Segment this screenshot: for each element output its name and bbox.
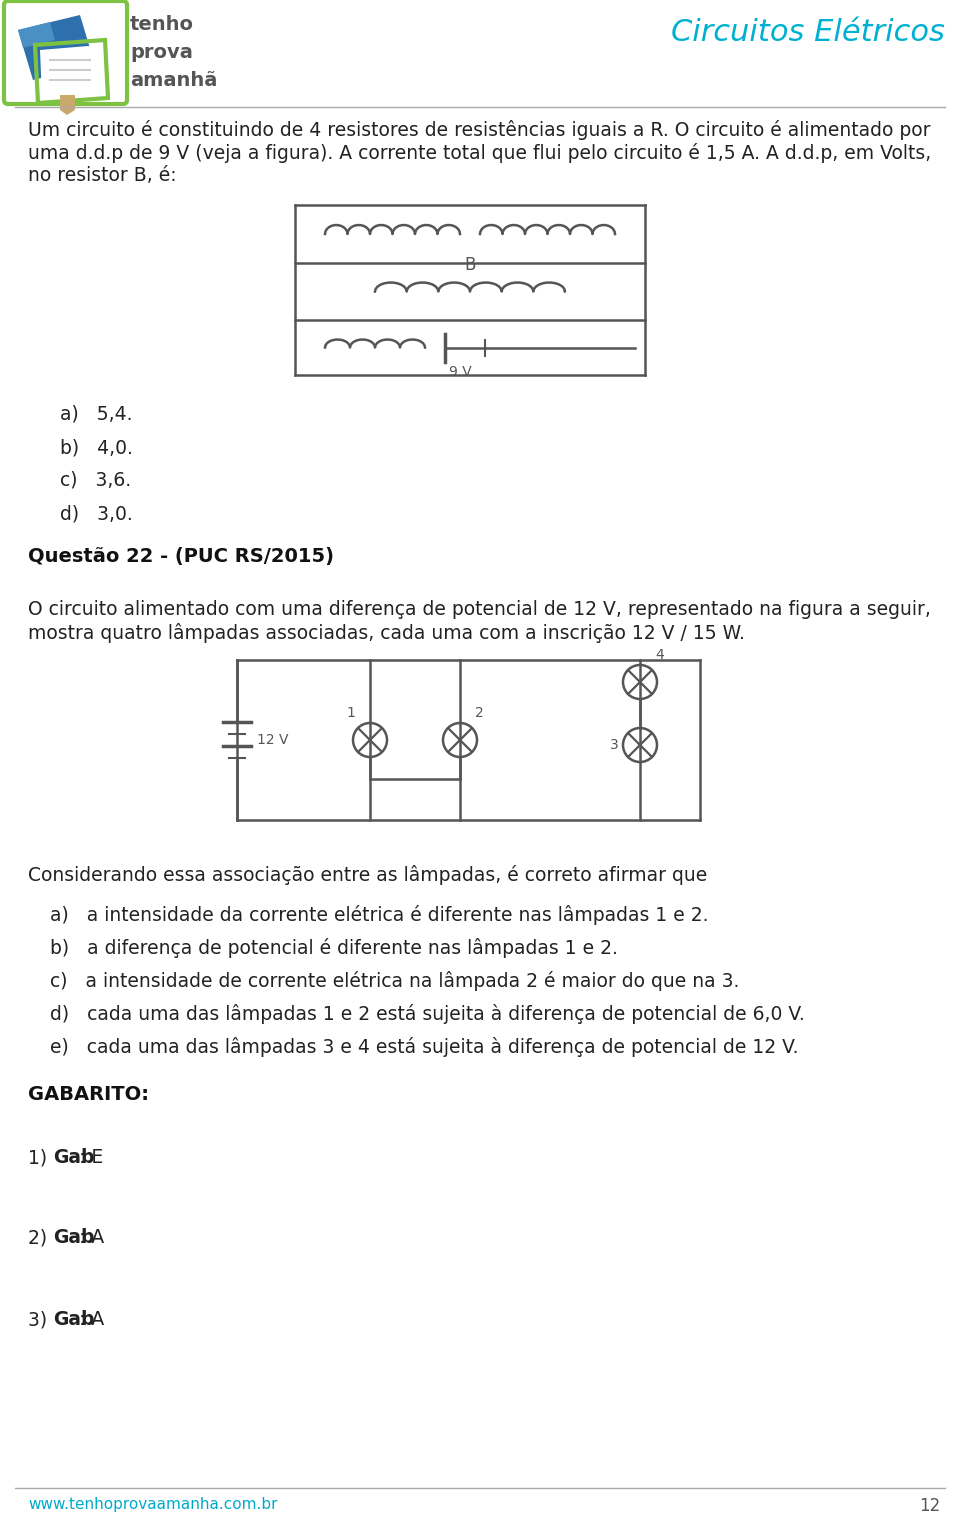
Polygon shape: [18, 23, 55, 49]
Text: O circuito alimentado com uma diferença de potencial de 12 V, representado na fi: O circuito alimentado com uma diferença …: [28, 600, 931, 619]
Text: amanhã: amanhã: [130, 71, 217, 89]
Text: e)   cada uma das lâmpadas 3 e 4 está sujeita à diferença de potencial de 12 V.: e) cada uma das lâmpadas 3 e 4 está suje…: [50, 1037, 799, 1057]
Text: 3: 3: [611, 738, 619, 752]
Text: : A: : A: [79, 1228, 105, 1248]
Text: 9 V: 9 V: [448, 365, 471, 379]
Text: 2: 2: [475, 706, 484, 720]
Text: b)   4,0.: b) 4,0.: [60, 438, 132, 456]
Text: Um circuito é constituindo de 4 resistores de resistências iguais a R. O circuit: Um circuito é constituindo de 4 resistor…: [28, 120, 930, 139]
Text: no resistor B, é:: no resistor B, é:: [28, 165, 177, 185]
Text: www.tenhoprovaamanha.com.br: www.tenhoprovaamanha.com.br: [28, 1496, 277, 1511]
Text: 1): 1): [28, 1148, 53, 1167]
Text: B: B: [465, 256, 476, 273]
Text: : E: : E: [79, 1148, 104, 1167]
Text: c)   a intensidade de corrente elétrica na lâmpada 2 é maior do que na 3.: c) a intensidade de corrente elétrica na…: [50, 972, 739, 991]
Text: uma d.d.p de 9 V (veja a figura). A corrente total que flui pelo circuito é 1,5 : uma d.d.p de 9 V (veja a figura). A corr…: [28, 143, 931, 164]
Text: : A: : A: [79, 1310, 105, 1330]
Text: 2): 2): [28, 1228, 53, 1248]
Text: prova: prova: [130, 42, 193, 62]
Text: 1: 1: [347, 706, 355, 720]
Text: a)   5,4.: a) 5,4.: [60, 405, 132, 424]
Text: 3): 3): [28, 1310, 53, 1330]
Text: tenho: tenho: [130, 15, 194, 33]
Text: a)   a intensidade da corrente elétrica é diferente nas lâmpadas 1 e 2.: a) a intensidade da corrente elétrica é …: [50, 905, 708, 925]
Text: Gab: Gab: [54, 1310, 95, 1330]
Text: 12: 12: [919, 1496, 940, 1514]
FancyBboxPatch shape: [4, 2, 127, 105]
Polygon shape: [60, 96, 75, 115]
Text: d)   cada uma das lâmpadas 1 e 2 está sujeita à diferença de potencial de 6,0 V.: d) cada uma das lâmpadas 1 e 2 está suje…: [50, 1004, 804, 1023]
Polygon shape: [18, 15, 95, 80]
Text: Considerando essa associação entre as lâmpadas, é correto afirmar que: Considerando essa associação entre as lâ…: [28, 866, 708, 885]
Text: b)   a diferença de potencial é diferente nas lâmpadas 1 e 2.: b) a diferença de potencial é diferente …: [50, 938, 618, 958]
Text: c)   3,6.: c) 3,6.: [60, 471, 132, 490]
Text: Questão 22 - (PUC RS/2015): Questão 22 - (PUC RS/2015): [28, 547, 334, 565]
Text: Gab: Gab: [54, 1228, 95, 1248]
Polygon shape: [40, 45, 102, 99]
Text: 12 V: 12 V: [257, 734, 289, 747]
Text: d)   3,0.: d) 3,0.: [60, 503, 132, 523]
Text: GABARITO:: GABARITO:: [28, 1085, 149, 1104]
Text: mostra quatro lâmpadas associadas, cada uma com a inscrição 12 V / 15 W.: mostra quatro lâmpadas associadas, cada …: [28, 623, 745, 643]
Text: 4: 4: [655, 647, 663, 662]
Text: Gab: Gab: [54, 1148, 95, 1167]
Text: Circuitos Elétricos: Circuitos Elétricos: [671, 18, 945, 47]
